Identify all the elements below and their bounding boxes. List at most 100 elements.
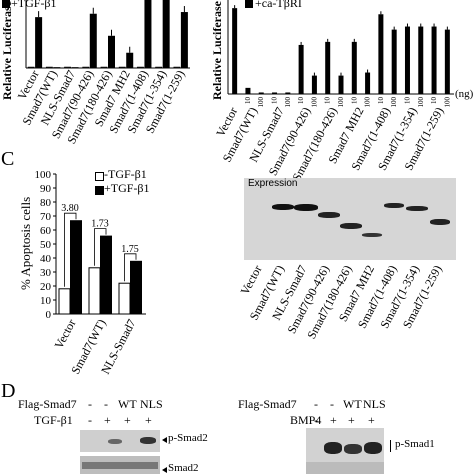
panel-c-y-tick-label: 60 — [40, 225, 52, 237]
panel-c-letter: C — [1, 148, 15, 170]
smad2-arrow-icon — [162, 467, 167, 473]
panel-b-bar — [258, 92, 264, 94]
blot-band-1-408 — [384, 203, 404, 208]
panel-b-dose-label: 100 — [443, 97, 451, 108]
panel-b-dose-label: 10 — [430, 97, 438, 105]
panel-b-bar — [338, 75, 344, 94]
panel-b-bar — [311, 75, 317, 94]
panel-c-y-tick-label: 0 — [46, 309, 52, 321]
panel-c-y-tick-label: 10 — [40, 295, 52, 307]
expression-title: Expression — [248, 178, 298, 189]
panel-b-dose-label: 10 — [324, 97, 332, 105]
panel-a-bar-plus — [53, 67, 61, 68]
left-blot-smad2 — [80, 456, 160, 474]
panel-b-unit: (ng) — [455, 88, 474, 100]
blot-band-90-426 — [318, 212, 340, 218]
panel-b-dose-label: 100 — [337, 97, 345, 108]
p-smad2-band-4 — [140, 437, 156, 444]
panel-a-bar-minus — [45, 66, 53, 69]
panel-a-chart: VectorSmad7(WT)NLS-Smad7Smad7(90-426)Sma… — [15, 0, 190, 146]
panel-c-fold-label: 3.80 — [61, 203, 79, 214]
panel-b-dose-label: 100 — [417, 97, 425, 108]
panel-b-chart: 10 100 10 100 10 100 10 100 10 100 10 100 10 100 10 100… — [213, 0, 454, 180]
left-row2-v1: + — [104, 413, 111, 427]
panel-b-bar — [325, 41, 331, 94]
left-row1-v3: NLS — [140, 397, 163, 411]
p-smad2-arrow-icon — [162, 437, 167, 443]
blot-band-1-354 — [406, 206, 428, 211]
panel-b-bar — [245, 87, 251, 94]
p-smad1-band-3 — [344, 444, 362, 454]
panel-a-bar-plus — [35, 17, 43, 69]
panel-b-dose-label: 100 — [364, 97, 372, 108]
panel-c-y-tick-label: 70 — [40, 211, 52, 223]
panel-c-fold-label: 1.73 — [91, 219, 109, 230]
panel-d-letter: D — [1, 380, 16, 402]
right-row1-v3: NLS — [363, 397, 386, 411]
right-blot-p-smad1 — [306, 428, 384, 474]
panel-b-bar — [365, 72, 371, 94]
panel-b-bar — [404, 26, 410, 94]
panel-b-dose-label: 10 — [377, 97, 385, 105]
panel-b-bar — [378, 14, 384, 95]
panel-b-bar — [298, 44, 304, 94]
p-smad2-label: p-Smad2 — [168, 432, 208, 444]
p-smad2-band-2 — [108, 439, 122, 444]
right-row1-v0: - — [314, 397, 318, 411]
panel-a-bar-minus — [27, 66, 35, 69]
expression-blot: Expression — [244, 178, 456, 260]
panel-c-fold-bracket — [124, 253, 137, 282]
panel-b-bar — [431, 26, 437, 94]
panel-c-fold-label: 1.75 — [121, 244, 139, 255]
panel-b-dose-label: 10 — [244, 96, 252, 104]
panel-a-bar-minus — [137, 66, 144, 69]
right-row2-v1: + — [330, 413, 337, 427]
panel-b-dose-label: 100 — [390, 97, 398, 108]
legend-plus-label: +TGF-β1 — [104, 181, 150, 195]
panel-c-y-tick-label: 100 — [35, 169, 52, 181]
panel-b-bar — [391, 29, 397, 95]
blot-band-mh2 — [362, 233, 382, 237]
panel-a-bar-minus — [82, 66, 90, 69]
panel-b-bar — [232, 8, 238, 95]
panel-b-dose-label: 10 — [297, 97, 305, 105]
legend-plus-swatch — [95, 186, 104, 195]
p-smad1-lower-strip — [306, 462, 384, 474]
blot-band-180-426 — [340, 223, 362, 229]
left-blot-p-smad2 — [80, 430, 160, 452]
panel-b-bar — [285, 92, 291, 94]
left-row2-v0: - — [88, 413, 92, 427]
panel-b-bar — [418, 26, 424, 94]
panel-c-y-tick-label: 50 — [40, 239, 52, 251]
panel-a-bar-minus — [173, 66, 181, 69]
panel-a-bar-plus — [108, 35, 115, 68]
panel-b-bar — [351, 41, 357, 94]
p-smad1-bracket — [390, 440, 391, 452]
left-row2-v2: + — [124, 413, 131, 427]
right-row2-v0: - — [314, 413, 318, 427]
panel-a-bar-minus — [155, 66, 163, 69]
blot-band-nls-smad7 — [294, 204, 318, 211]
panel-c-y-tick-label: 30 — [40, 267, 52, 279]
panel-c-chart: 01020304050607080901003.80Vector1.73Smad… — [35, 169, 146, 376]
p-smad1-band-4 — [364, 442, 382, 454]
right-row2-v3: + — [368, 413, 375, 427]
panel-a-bar-plus — [126, 52, 134, 68]
panel-c-y-tick-label: 80 — [40, 197, 52, 209]
panel-a-bar-plus — [71, 67, 79, 68]
panel-c-y-tick-label: 20 — [40, 281, 52, 293]
panel-b-dose-label: 100 — [257, 97, 265, 108]
panel-a-bar-plus — [180, 12, 188, 68]
panel-c-fold-bracket — [64, 212, 77, 287]
right-row2-v2: + — [348, 413, 355, 427]
left-row1-v1: - — [104, 397, 108, 411]
expression-lane-svg: VectorSmad7(WT)NLS-Smad7Smad7(90-426)Sma… — [238, 263, 445, 341]
panel-b-dose-label: 10 — [350, 97, 358, 105]
panel-c-bar-plus — [100, 235, 112, 314]
legend-minus-swatch — [95, 172, 104, 181]
panel-c-bar-plus — [130, 260, 142, 314]
blot-band-1-259 — [430, 219, 450, 225]
panel-b-legend-swatch — [245, 0, 253, 8]
p-smad1-label: p-Smad1 — [395, 438, 435, 450]
right-row1-v2: WT — [343, 397, 362, 411]
